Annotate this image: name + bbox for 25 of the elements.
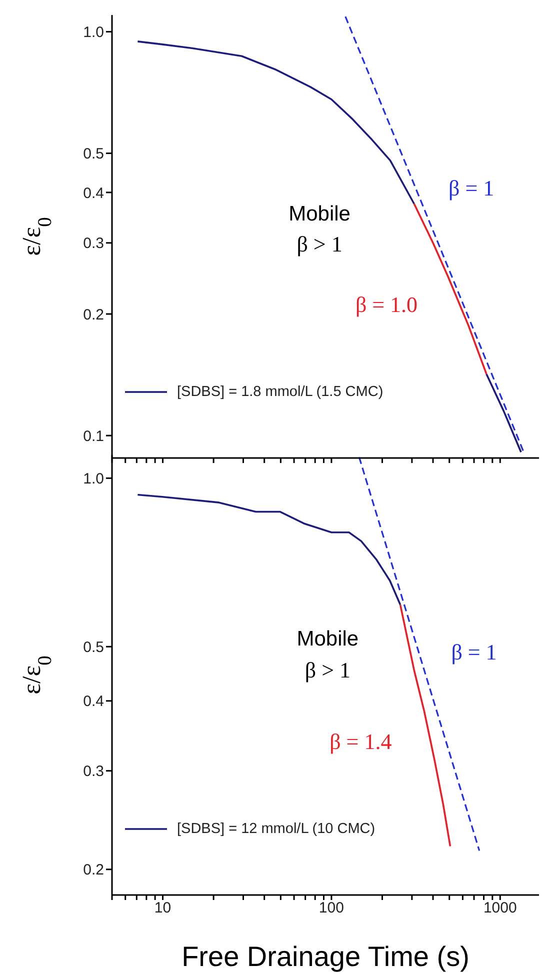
- annotation: β > 1: [304, 657, 350, 682]
- y-tick-label: 0.2: [83, 862, 104, 879]
- y-tick-label: 0.1: [83, 428, 104, 445]
- x-tick-label: 10: [154, 900, 172, 917]
- x-tick-label: 1000: [483, 900, 517, 917]
- y-tick-label: 0.3: [83, 235, 104, 252]
- y-tick-label: 0.2: [83, 306, 104, 324]
- y-tick-label: 1.0: [83, 470, 104, 488]
- y-tick-label: 1.0: [83, 24, 104, 42]
- annotation: Mobile: [288, 202, 350, 225]
- annotation: β > 1: [296, 231, 342, 256]
- legend-label: [SDBS] = 1.8 mmol/L (1.5 CMC): [177, 384, 384, 400]
- x-tick-label: 100: [318, 900, 344, 917]
- y-tick-label: 0.5: [83, 146, 104, 163]
- annotation: β = 1.0: [355, 292, 418, 318]
- y-tick-label: 0.5: [83, 638, 104, 656]
- y-tick-label: 0.4: [83, 693, 104, 710]
- annotation: β = 1.4: [330, 729, 392, 754]
- y-tick-label: 0.3: [83, 763, 104, 780]
- annotation: β = 1: [448, 175, 494, 200]
- x-axis-title: Free Drainage Time (s): [182, 941, 470, 972]
- legend-label: [SDBS] = 12 mmol/L (10 CMC): [177, 820, 376, 837]
- annotation: β = 1: [451, 640, 497, 665]
- annotation: Mobile: [296, 627, 359, 650]
- y-tick-label: 0.4: [83, 184, 104, 202]
